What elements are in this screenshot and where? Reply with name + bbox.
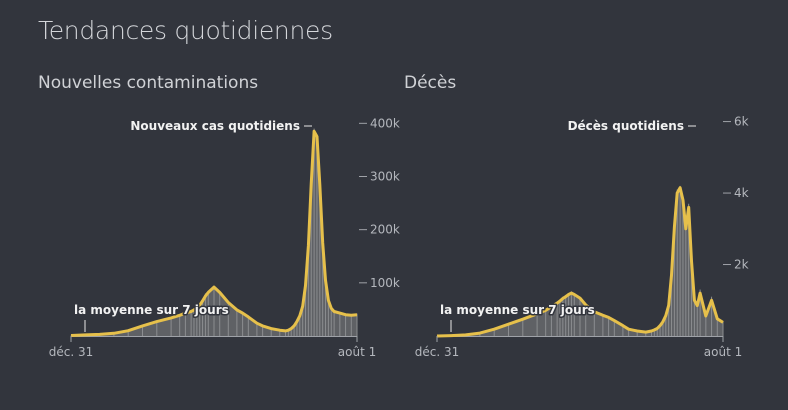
average-annotation-outline: la moyenne sur 7 jours [74,303,229,317]
y-tick-label: 400k [370,116,400,130]
y-tick-label: 4k [734,186,749,200]
chart-marks-cases: 100k 200k 300k 400k déc. 31 août 1 Nouveaux ca… [49,116,400,359]
series-annotation: Nouveaux cas quotidiens [130,119,300,133]
x-tick-label: déc. 31 [49,345,94,359]
chart-title-deaths: Décès [404,73,456,93]
x-tick-label: déc. 31 [415,345,460,359]
y-tick-label: 6k [734,115,749,129]
seven-day-average-line [436,186,724,338]
seven-day-average-line [70,129,358,337]
series-annotation: Décès quotidiens [568,119,684,133]
chart-marks-deaths: 2k 4k 6k déc. 31 août 1 Décès quotidiens la mo… [415,115,749,359]
chart-title-cases: Nouvelles contaminations [38,73,258,93]
average-annotation: la moyenne sur 7 jours [74,303,229,317]
y-tick-label: 200k [370,223,400,237]
average-annotation: la moyenne sur 7 jours [440,303,595,317]
x-tick-label: août 1 [704,345,742,359]
chart-panel-deaths: Décès 2k 4k 6k déc. 31 août 1 Décès quotidien… [404,73,749,359]
chart-panel-cases: Nouvelles contaminations 100k 200k 300k 400… [38,73,400,359]
y-tick-label: 100k [370,276,400,290]
page-title: Tendances quotidiennes [38,16,333,45]
x-tick-label: août 1 [338,345,376,359]
y-tick-label: 300k [370,169,400,183]
y-tick-label: 2k [734,258,749,272]
average-annotation-outline: la moyenne sur 7 jours [440,303,595,317]
